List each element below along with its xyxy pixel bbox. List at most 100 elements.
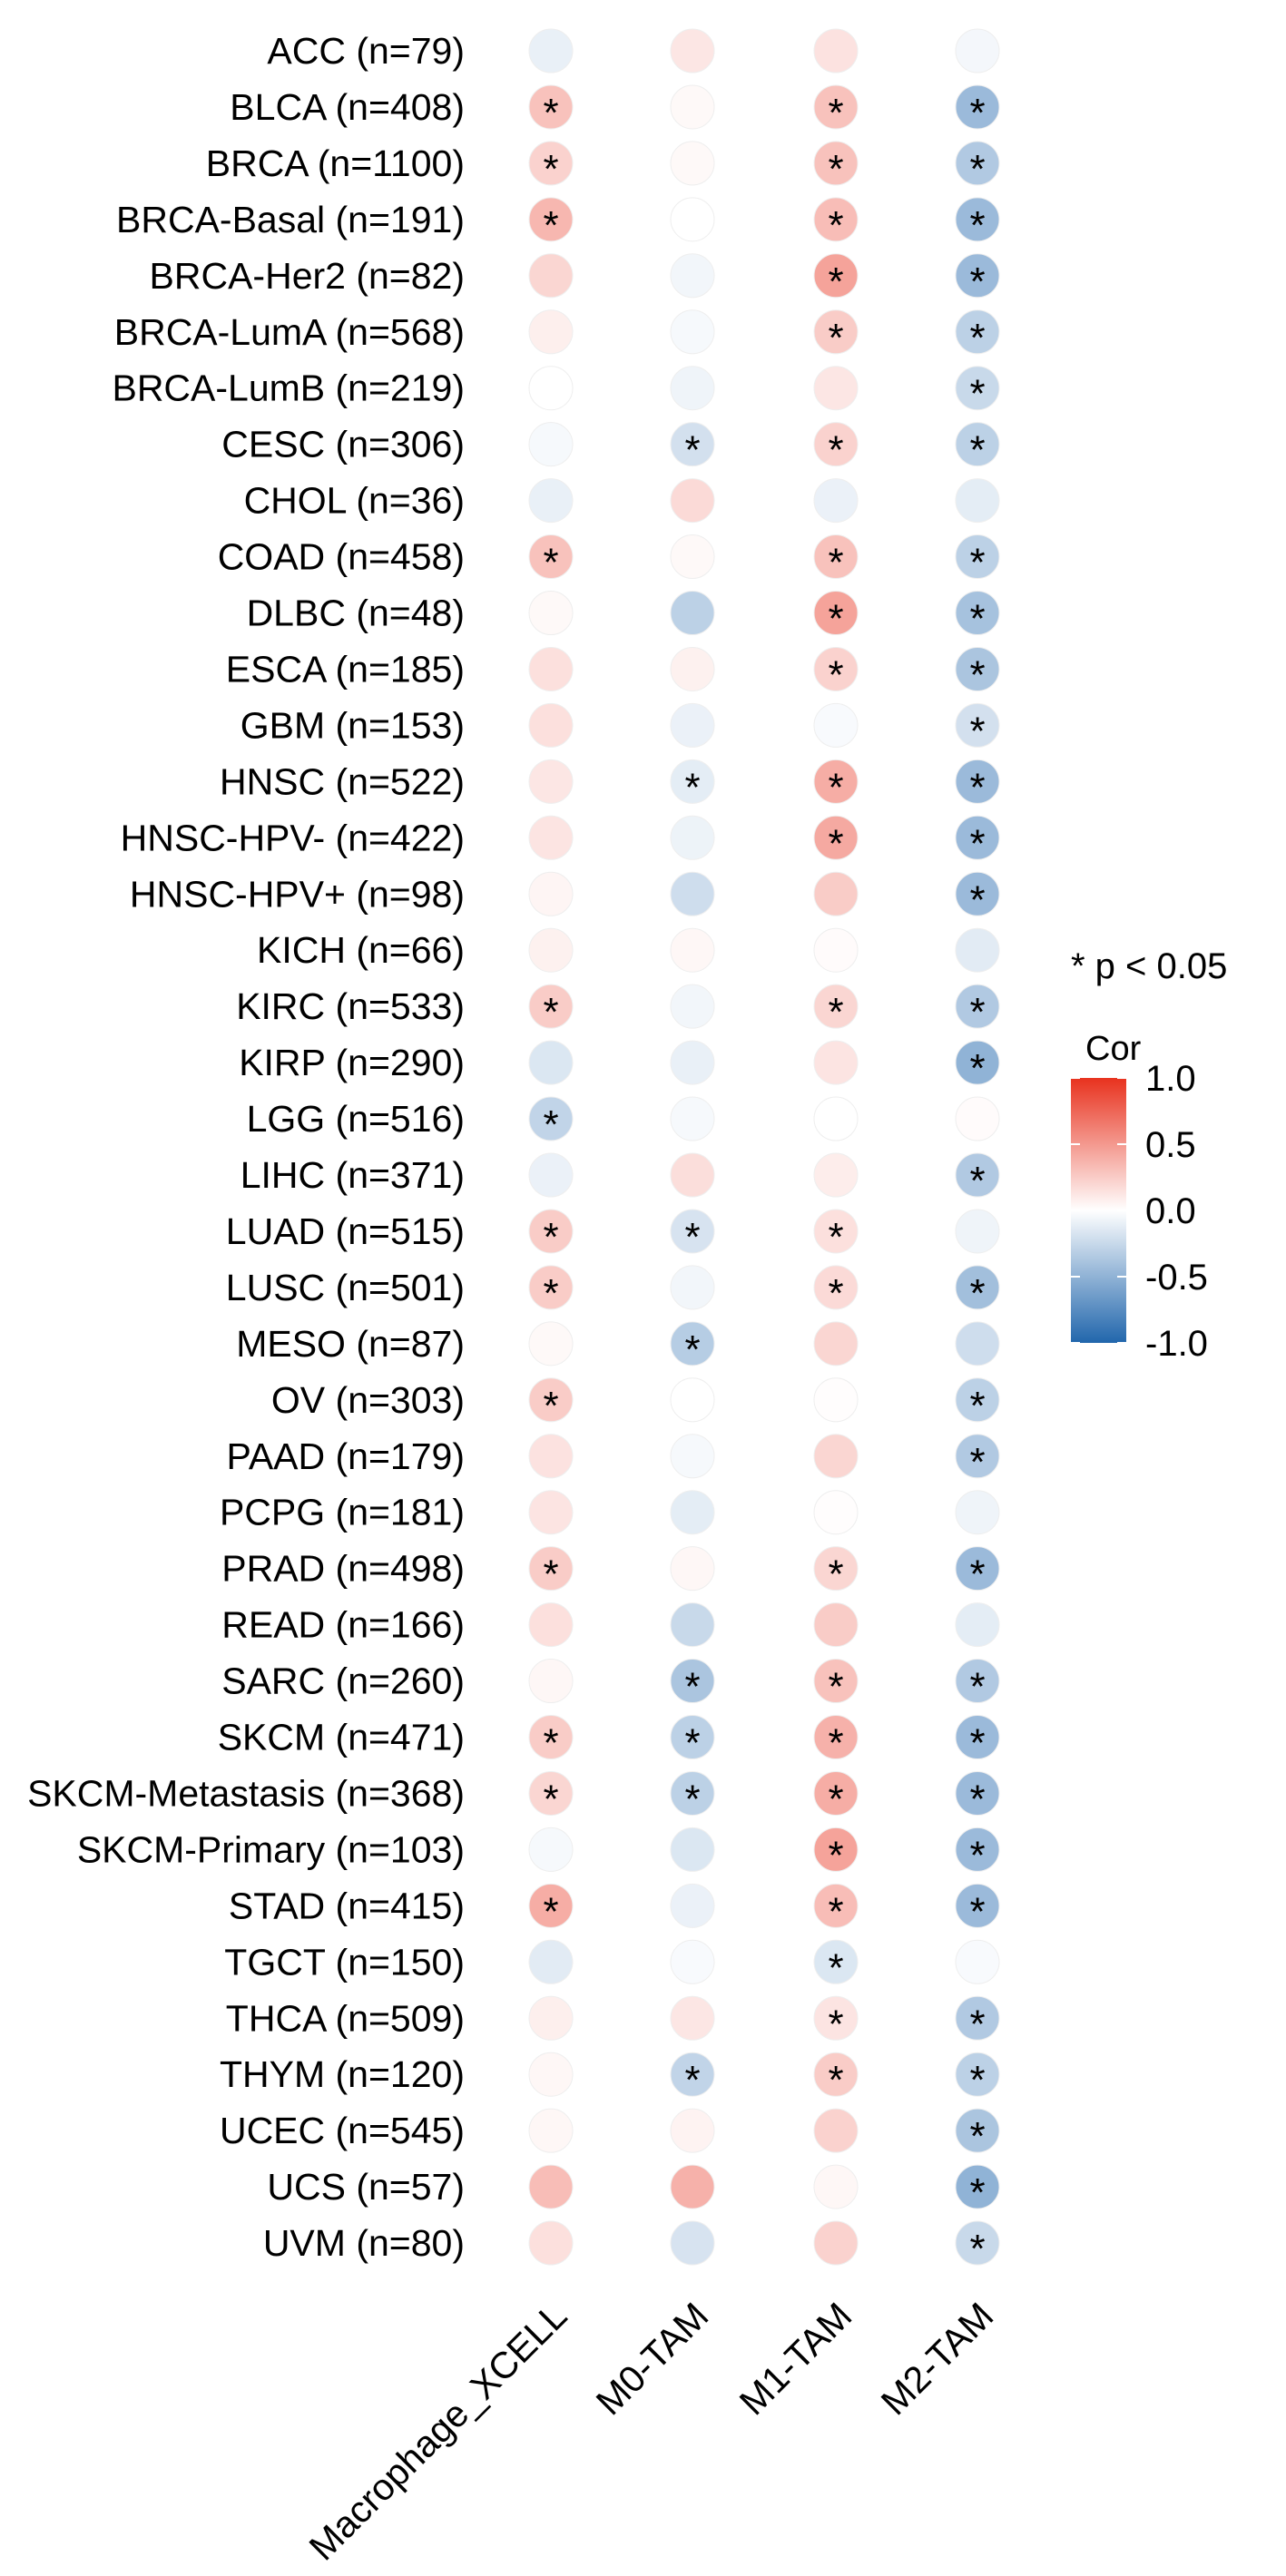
- correlation-dot: [670, 366, 715, 411]
- row-label: DLBC (n=48): [247, 593, 465, 634]
- row-label: HNSC (n=522): [220, 760, 465, 802]
- correlation-dot: [670, 478, 715, 524]
- significance-star: *: [969, 2227, 985, 2271]
- correlation-dot: [955, 1321, 1000, 1366]
- correlation-dot: [528, 309, 574, 355]
- row-label: UVM (n=80): [263, 2222, 465, 2264]
- correlation-dot: [813, 1152, 859, 1198]
- correlation-dot: [528, 646, 574, 691]
- column-label: M2-TAM: [873, 2295, 1002, 2424]
- correlation-dot: [670, 927, 715, 973]
- correlation-dot: [670, 1434, 715, 1479]
- significance-star: *: [969, 541, 985, 585]
- correlation-dot: [813, 1096, 859, 1141]
- correlation-dot: [955, 1434, 1000, 1479]
- correlation-dot: [955, 815, 1000, 860]
- row-label: BRCA-LumB (n=219): [112, 367, 465, 409]
- correlation-dot: [955, 1715, 1000, 1759]
- correlation-dot: [955, 2164, 1000, 2209]
- correlation-dot: [670, 984, 715, 1029]
- significance-star: *: [828, 1271, 843, 1316]
- correlation-dot: [528, 702, 574, 748]
- correlation-dot: [528, 141, 574, 186]
- row-label: PAAD (n=179): [227, 1435, 465, 1477]
- significance-star: *: [969, 428, 985, 473]
- correlation-dot: [528, 1659, 574, 1704]
- correlation-dot: [813, 366, 859, 411]
- correlation-dot: [955, 1995, 1000, 2041]
- row-label: MESO (n=87): [236, 1323, 465, 1365]
- significance-star: *: [969, 1889, 985, 1934]
- correlation-dot: [528, 84, 574, 130]
- correlation-dot: [813, 309, 859, 355]
- correlation-dot: [813, 1770, 859, 1816]
- correlation-dot: [528, 927, 574, 973]
- significance-star: *: [543, 1552, 558, 1597]
- correlation-dot: [528, 1939, 574, 1984]
- dot-grid: * * * * * * * * * * * * * * * * * * * * * * * * * * * * * * * * * * * * * * * *…: [528, 28, 1000, 2271]
- significance-star: *: [969, 203, 985, 248]
- correlation-dot: [955, 422, 1000, 467]
- correlation-dot: [528, 422, 574, 467]
- correlation-dot: [813, 1546, 859, 1592]
- correlation-dot: [670, 2164, 715, 2209]
- correlation-dot: [813, 2164, 859, 2209]
- significance-star: *: [684, 2058, 700, 2102]
- correlation-dot: [670, 2052, 715, 2097]
- row-label: LUSC (n=501): [226, 1267, 465, 1308]
- correlation-dot: [813, 646, 859, 691]
- correlation-dot: [813, 1321, 859, 1366]
- correlation-dot: [955, 1040, 1000, 1085]
- correlation-dot: [528, 591, 574, 635]
- correlation-dot: [813, 1265, 859, 1310]
- correlation-dot: [528, 1715, 574, 1759]
- correlation-dot: [670, 1715, 715, 1759]
- correlation-dot: [528, 2164, 574, 2209]
- significance-star: *: [969, 652, 985, 697]
- row-label: BRCA-Her2 (n=82): [150, 255, 465, 297]
- correlation-dot: [813, 591, 859, 635]
- correlation-dot: [955, 1770, 1000, 1816]
- correlation-dot: [670, 815, 715, 860]
- correlation-dot: [528, 984, 574, 1029]
- correlation-dot: [813, 84, 859, 130]
- correlation-dot: [955, 366, 1000, 411]
- row-label: KIRC (n=533): [236, 985, 465, 1027]
- correlation-dot: [955, 2220, 1000, 2266]
- correlation-dot: [670, 871, 715, 916]
- correlation-dot: [955, 591, 1000, 635]
- row-label: LGG (n=516): [247, 1098, 465, 1140]
- correlation-dot: [955, 28, 1000, 73]
- row-label: HNSC-HPV+ (n=98): [130, 873, 465, 915]
- significance-star: *: [543, 147, 558, 191]
- correlation-dot: [528, 366, 574, 411]
- significance-star: *: [684, 1721, 700, 1766]
- significance-star: *: [828, 203, 843, 248]
- correlation-dot: [955, 1152, 1000, 1198]
- row-labels: ACC (n=79) BLCA (n=408) BRCA (n=1100) BRCA-…: [27, 30, 465, 2264]
- row-label: BLCA (n=408): [230, 86, 465, 128]
- significance-star: *: [969, 1777, 985, 1821]
- significance-star: *: [969, 260, 985, 304]
- significance-star: *: [828, 316, 843, 360]
- significance-star: *: [543, 990, 558, 1034]
- correlation-dot: [955, 1209, 1000, 1254]
- correlation-dot: [955, 197, 1000, 242]
- correlation-dot: [813, 815, 859, 860]
- significance-star: *: [828, 1215, 843, 1259]
- row-label: SARC (n=260): [221, 1660, 465, 1702]
- significance-star: *: [828, 1833, 843, 1877]
- correlation-dot: [670, 534, 715, 580]
- correlation-dot: [813, 1659, 859, 1704]
- correlation-dot: [955, 478, 1000, 524]
- significance-star: *: [828, 821, 843, 866]
- row-label: HNSC-HPV- (n=422): [121, 817, 465, 858]
- correlation-dot: [813, 1883, 859, 1928]
- significance-star: *: [828, 91, 843, 135]
- row-label: TGCT (n=150): [224, 1941, 465, 1983]
- row-label: CESC (n=306): [221, 424, 465, 465]
- correlation-dot: [670, 2108, 715, 2153]
- row-label: SKCM-Metastasis (n=368): [27, 1772, 465, 1814]
- correlation-dot: [670, 1321, 715, 1366]
